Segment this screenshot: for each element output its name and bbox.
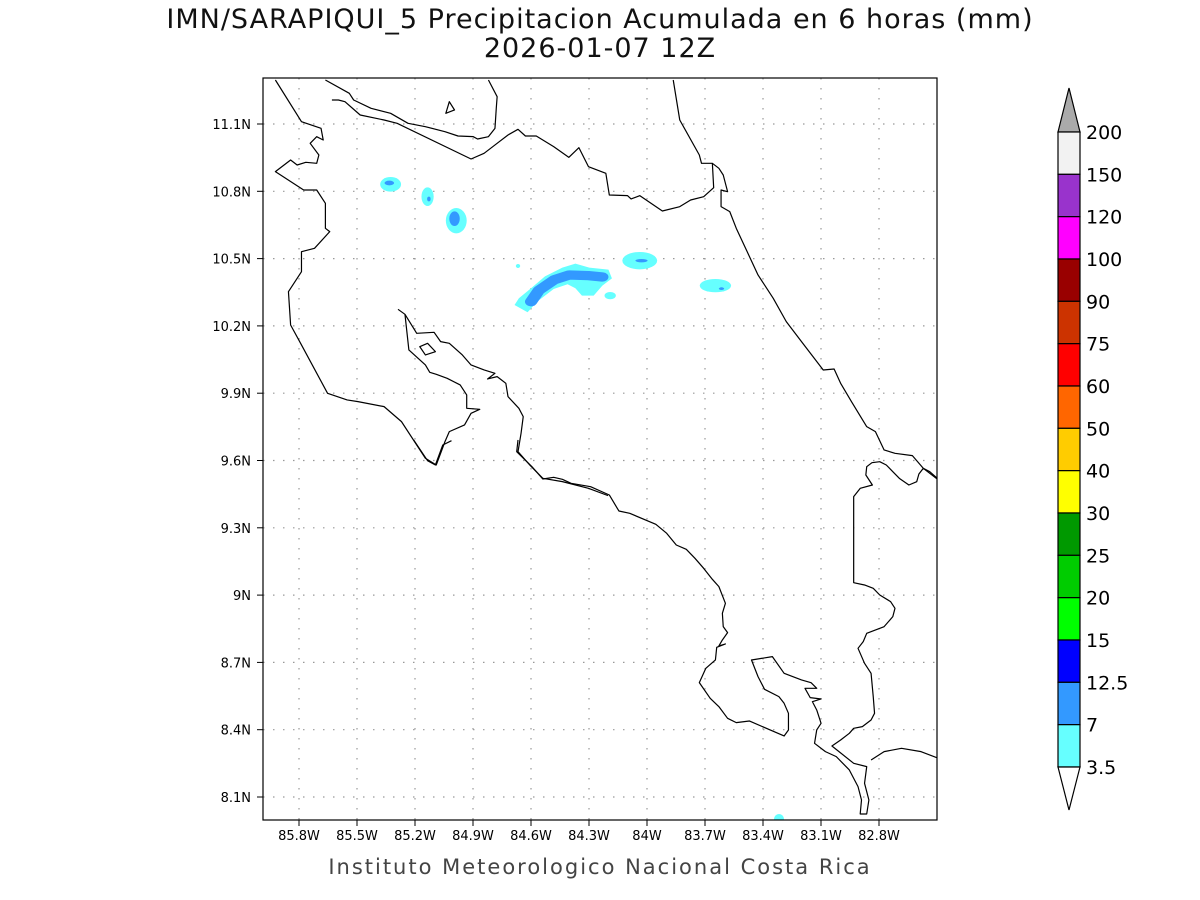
- colorbar-label: 40: [1086, 461, 1110, 483]
- lon-tick-label: 82.8W: [858, 829, 900, 844]
- longitude-axis: 85.8W 85.5W 85.2W 84.9W 84.6W 84.3W 84W 83.7W 83…: [278, 820, 900, 844]
- lon-tick-label: 84.9W: [452, 829, 494, 844]
- colorbar-swatch: [1057, 639, 1081, 683]
- colorbar-label: 90: [1086, 291, 1110, 313]
- lat-tick-label: 11.1N: [212, 118, 251, 133]
- lon-tick-label: 84W: [632, 829, 662, 844]
- coastlines: [275, 80, 938, 814]
- colorbar-swatch: [1057, 343, 1081, 387]
- lon-tick-label: 85.2W: [394, 829, 436, 844]
- lat-tick-label: 9.6N: [221, 455, 251, 470]
- lat-tick-label: 8.7N: [221, 656, 251, 671]
- colorbar-swatch: [1057, 258, 1081, 302]
- lat-tick-label: 9.3N: [221, 522, 251, 537]
- footer-credit: Instituto Meteorologico Nacional Costa R…: [328, 855, 872, 879]
- map-valid-time: 2026-01-07 12Z: [483, 33, 717, 64]
- colorbar-label: 60: [1086, 376, 1110, 398]
- lon-tick-label: 83.7W: [684, 829, 726, 844]
- colorbar-label: 3.5: [1086, 757, 1116, 779]
- lat-tick-label: 8.1N: [221, 791, 251, 806]
- colorbar-under-triangle: [1057, 766, 1081, 811]
- colorbar-swatch: [1057, 512, 1081, 556]
- colorbar-label: 7: [1086, 715, 1098, 737]
- colorbar-swatch: [1057, 173, 1081, 218]
- colorbar-label: 30: [1086, 503, 1110, 525]
- lat-tick-label: 9N: [233, 589, 251, 604]
- precip-7-12.5mm: [384, 180, 725, 307]
- colorbar-label: 50: [1086, 418, 1110, 440]
- colorbar-swatch: [1057, 427, 1081, 472]
- colorbar-swatch: [1057, 554, 1081, 599]
- colorbar-label: 150: [1086, 164, 1122, 186]
- colorbar-label: 20: [1086, 588, 1110, 610]
- lon-tick-label: 85.5W: [336, 829, 378, 844]
- lat-tick-label: 10.5N: [212, 253, 251, 268]
- colorbar-swatch: [1057, 724, 1081, 768]
- map-grid: [263, 78, 937, 820]
- colorbar-label: 100: [1086, 249, 1122, 271]
- colorbar-legend: 200 150 120 100 90 75 60 50 40 30 25 20 15 12.5 7 3.5: [1057, 87, 1128, 811]
- colorbar-label: 12.5: [1086, 672, 1128, 694]
- colorbar-label: 75: [1086, 334, 1110, 356]
- lon-tick-label: 83.1W: [800, 829, 842, 844]
- lat-tick-label: 10.2N: [212, 320, 251, 335]
- lat-tick-label: 10.8N: [212, 185, 251, 200]
- precip-3.5-7mm: [380, 176, 732, 313]
- colorbar-label: 15: [1086, 630, 1110, 652]
- colorbar-over-triangle: [1057, 87, 1081, 133]
- lat-tick-label: 9.9N: [221, 387, 251, 402]
- colorbar-swatch: [1057, 300, 1081, 345]
- colorbar-label: 25: [1086, 545, 1110, 567]
- colorbar-label: 120: [1086, 207, 1122, 229]
- latitude-axis: 11.1N 10.8N 10.5N 10.2N 9.9N 9.6N 9.3N 9N 8.7N 8.…: [212, 118, 263, 806]
- colorbar-swatch: [1057, 597, 1081, 641]
- map-frame: [262, 77, 938, 821]
- colorbar-swatch: [1057, 681, 1081, 726]
- colorbar-label: 200: [1086, 122, 1122, 144]
- lon-tick-label: 83.4W: [742, 829, 784, 844]
- lon-tick-label: 84.3W: [568, 829, 610, 844]
- lat-tick-label: 8.4N: [221, 724, 251, 739]
- map-title: IMN/SARAPIQUI_5 Precipitacion Acumulada …: [166, 4, 1034, 35]
- colorbar-swatch: [1057, 385, 1081, 429]
- lon-tick-label: 84.6W: [510, 829, 552, 844]
- colorbar-swatch: [1057, 216, 1081, 260]
- precipitation-shading: [380, 176, 784, 820]
- colorbar-swatch: [1057, 131, 1081, 175]
- lon-tick-label: 85.8W: [278, 829, 320, 844]
- colorbar-swatch: [1057, 470, 1081, 514]
